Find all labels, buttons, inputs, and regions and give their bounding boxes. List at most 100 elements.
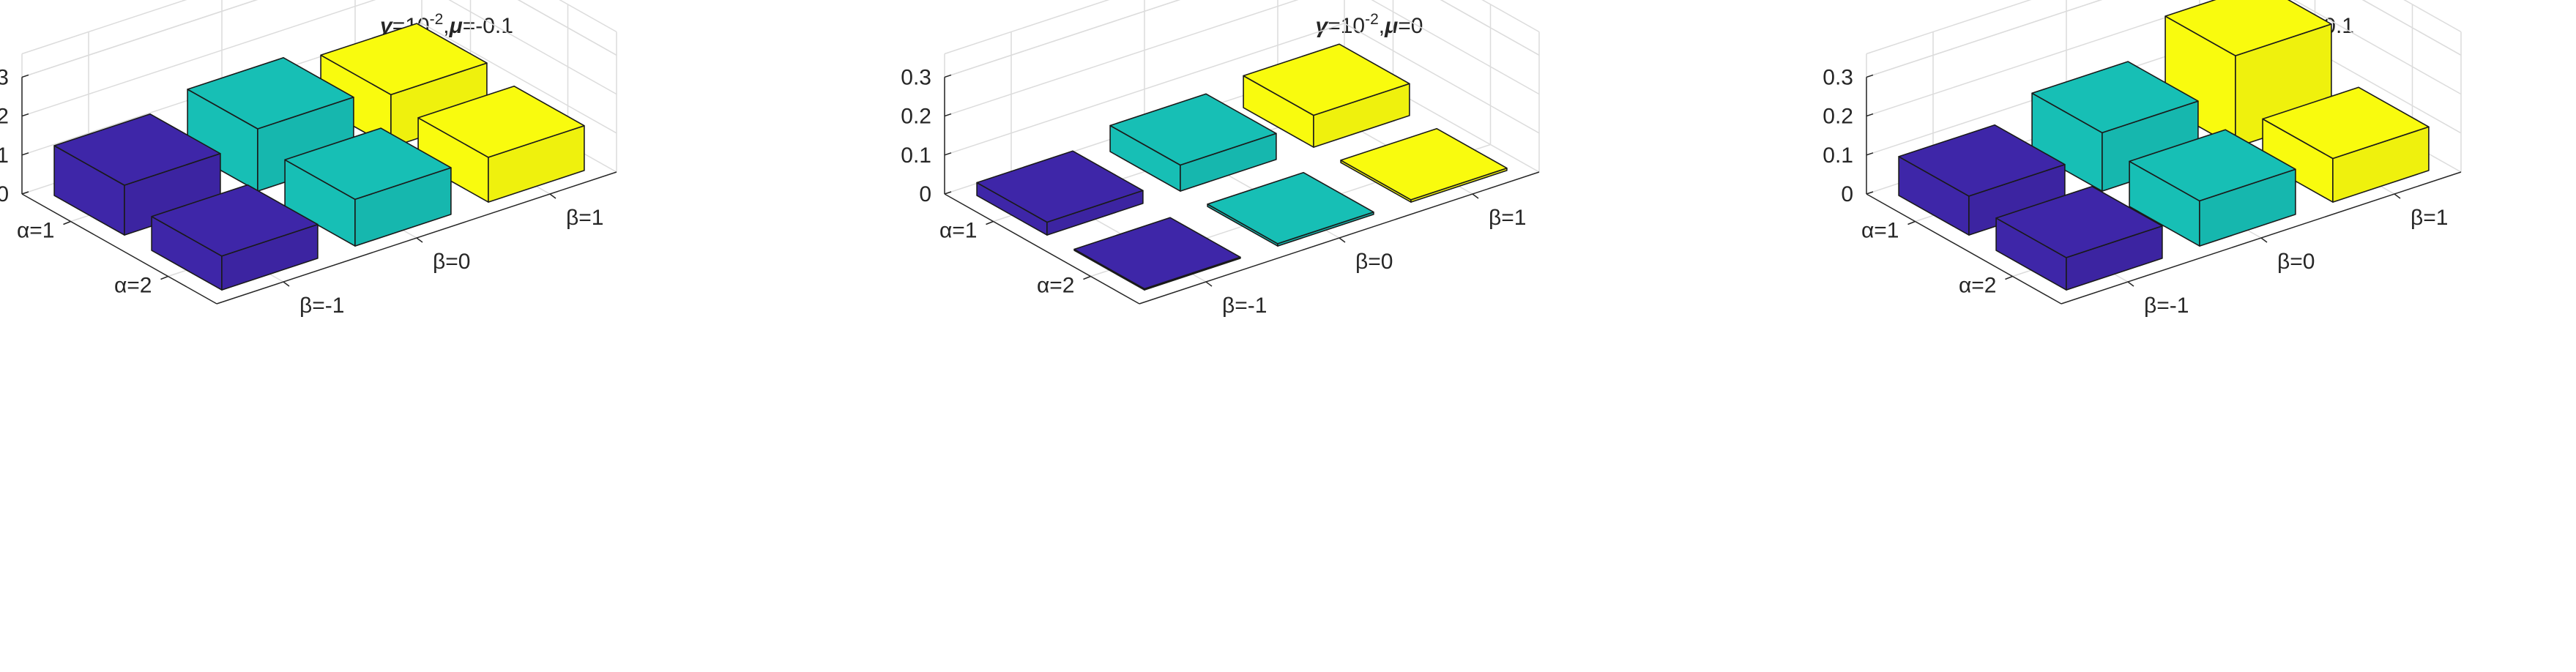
beta-tick (1205, 281, 1213, 287)
bar-alpha2-beta0 (1207, 171, 1374, 247)
bars (976, 43, 1508, 291)
alpha-tick (1083, 275, 1091, 280)
z-gridline (944, 0, 1540, 78)
beta-tick-label: β=0 (1355, 250, 1393, 274)
beta-tick (416, 237, 423, 243)
beta-tick (549, 193, 556, 199)
bar-alpha1-beta1 (1243, 43, 1410, 148)
bar-alpha1-beta-1 (976, 150, 1144, 236)
bar3d-panel-2: γ=10-2,μ=0 0 0.1 0.2 0.3 α=1 α=2 β=-1 β=0 β=1 (901, 0, 1540, 318)
z-tick (944, 152, 952, 156)
z-tick-label: 0.1 (1823, 143, 1853, 168)
bar-top-face (1109, 93, 1277, 166)
bar-alpha2-beta1 (1340, 127, 1508, 203)
z-tick (944, 191, 952, 195)
alpha-tick-label: α=1 (17, 219, 55, 243)
bar-top-face (417, 85, 585, 158)
alpha-tick-label: α=1 (939, 219, 978, 243)
z-tick-label: 0.2 (0, 105, 9, 129)
z-tick (1866, 152, 1874, 156)
z-tick (21, 152, 29, 156)
bar-top-face (1898, 124, 2066, 197)
bar-top-face (976, 150, 1144, 223)
z-tick-label: 0 (919, 182, 931, 206)
z-tick-label: 0 (0, 182, 9, 206)
z-tick-label: 0.1 (0, 143, 9, 168)
z-tick (1866, 74, 1874, 78)
wall-edge (21, 0, 617, 55)
beta-tick-label: β=0 (433, 250, 470, 274)
bar-top-face (2262, 86, 2430, 160)
alpha-axis (944, 193, 1140, 305)
wall-edge (1866, 0, 2462, 78)
beta-tick (2127, 281, 2134, 287)
bar-alpha2-beta-1 (151, 184, 319, 291)
chart-title: γ=10-2,μ=0 (1316, 11, 1423, 38)
alpha-tick-label: α=2 (114, 274, 152, 298)
wall-edge (944, 0, 1540, 78)
z-tick (21, 113, 29, 117)
bar-alpha2-beta0 (284, 127, 452, 247)
alpha-tick-label: α=2 (1959, 274, 1997, 298)
z-tick-label: 0.2 (901, 105, 931, 129)
bar-top-face (2129, 129, 2296, 202)
bar-top-face (53, 113, 221, 186)
alpha-tick-label: α=1 (1861, 219, 1899, 243)
z-tick (944, 74, 952, 78)
bars (1898, 0, 2430, 291)
bar3d-panel-1: γ=10-2,μ=-0.100.10.20.3α=1α=2β=-1β=0β=1 (0, 0, 617, 318)
bar-top-face (284, 127, 452, 201)
bar-alpha2-beta0 (2129, 129, 2296, 247)
beta-tick-label: β=-1 (299, 294, 344, 318)
z-tick (21, 191, 29, 195)
bar-alpha1-beta0 (2031, 61, 2199, 192)
beta-tick-label: β=-1 (2144, 294, 2189, 318)
z-gridline (21, 0, 617, 117)
beta-tick-label: β=1 (1489, 206, 1526, 230)
z-tick (21, 74, 29, 78)
bar-alpha2-beta1 (2262, 86, 2430, 203)
axis-lines: 0 0.1 0.2 0.3 α=1 α=2 β=-1 β=0 β=1 (0, 65, 617, 318)
bar3d-panel-3: γ=10-2,μ=0.100.10.20.3α=1α=2β=-1β=0β=1 (1823, 0, 2462, 318)
z-tick (944, 113, 952, 117)
bar-top-face (1073, 217, 1241, 290)
beta-tick-label: β=-1 (1222, 294, 1267, 318)
z-gridline (944, 0, 1540, 117)
bar-top-face (1207, 171, 1374, 244)
alpha-tick (160, 275, 168, 280)
z-tick-label: 0.1 (901, 143, 931, 168)
z-tick-label: 0.3 (1823, 65, 1853, 89)
bar-alpha2-beta-1 (1995, 185, 2163, 291)
z-gridline (1866, 0, 2462, 117)
bar-alpha1-beta-1 (1898, 124, 2066, 236)
z-gridline (21, 0, 617, 78)
bars (53, 23, 585, 291)
bar-alpha1-beta-1 (53, 113, 221, 236)
beta-tick (2394, 193, 2401, 199)
alpha-tick (1907, 220, 1916, 225)
beta-tick (1339, 237, 1346, 243)
beta-tick (1472, 193, 1479, 199)
wall-edge (1866, 0, 2462, 55)
alpha-tick-label: α=2 (1037, 274, 1075, 298)
alpha-tick (2005, 275, 2013, 280)
beta-tick (2260, 237, 2268, 243)
bar-top-face (2164, 0, 2332, 56)
beta-tick-label: β=1 (566, 206, 603, 230)
bar-alpha1-beta0 (1109, 93, 1277, 192)
z-tick-label: 0 (1841, 182, 1853, 206)
bar-alpha2-beta1 (417, 85, 585, 203)
z-tick-label: 0.2 (1823, 105, 1853, 129)
alpha-axis (1866, 193, 2062, 305)
bar-top-face (2031, 61, 2199, 134)
axis-lines: 0 0.1 0.2 0.3 α=1 α=2 β=-1 β=0 β=1 (1823, 65, 2462, 318)
wall-edge (21, 0, 617, 78)
alpha-axis (21, 193, 217, 305)
beta-tick (283, 281, 290, 287)
bar-top-face (151, 184, 319, 257)
z-tick-label: 0.3 (0, 65, 9, 89)
bar-alpha1-beta1 (320, 23, 488, 148)
wall-edge (944, 0, 1540, 55)
alpha-tick (986, 220, 994, 225)
